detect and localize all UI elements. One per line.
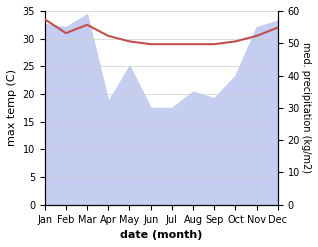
Y-axis label: med. precipitation (kg/m2): med. precipitation (kg/m2) [301, 42, 311, 173]
Y-axis label: max temp (C): max temp (C) [7, 69, 17, 146]
X-axis label: date (month): date (month) [120, 230, 203, 240]
